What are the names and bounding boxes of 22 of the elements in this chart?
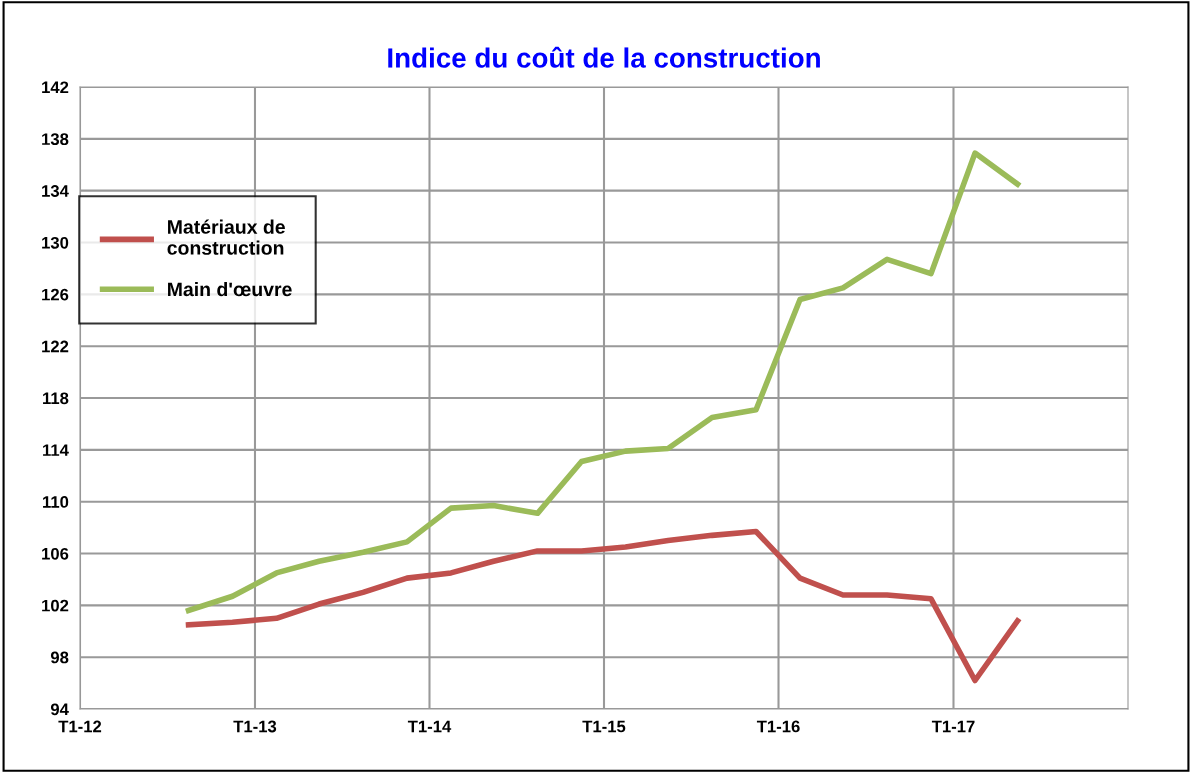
y-tick-label: 134 bbox=[42, 185, 69, 197]
x-tick-label: T1-17 bbox=[931, 720, 975, 733]
y-tick-label: 106 bbox=[42, 547, 69, 560]
y-tick-label: 102 bbox=[42, 599, 69, 612]
x-tick-label: T1-13 bbox=[233, 720, 277, 733]
legend-label: Matériaux de construction bbox=[167, 219, 285, 255]
y-tick-label: 110 bbox=[43, 496, 69, 508]
y-tick-label: 138 bbox=[42, 133, 69, 146]
x-tick-label: T1-15 bbox=[582, 720, 626, 733]
legend-label: Main d'œuvre bbox=[168, 281, 292, 297]
y-tick-label: 94 bbox=[50, 703, 69, 716]
y-tick-label: 118 bbox=[43, 392, 69, 405]
y-tick-label: 98 bbox=[50, 651, 69, 664]
y-tick-label: 122 bbox=[42, 340, 69, 353]
x-tick-label: T1-14 bbox=[407, 720, 452, 733]
y-tick-label: 142 bbox=[42, 81, 69, 94]
x-tick-label: T1-12 bbox=[58, 720, 102, 733]
x-tick-label: T1-16 bbox=[756, 720, 800, 733]
y-tick-label: 130 bbox=[42, 236, 69, 249]
chart-title: Indice du coût de la construction bbox=[388, 46, 820, 68]
y-tick-label: 126 bbox=[42, 288, 69, 301]
y-tick-label: 114 bbox=[43, 444, 69, 456]
